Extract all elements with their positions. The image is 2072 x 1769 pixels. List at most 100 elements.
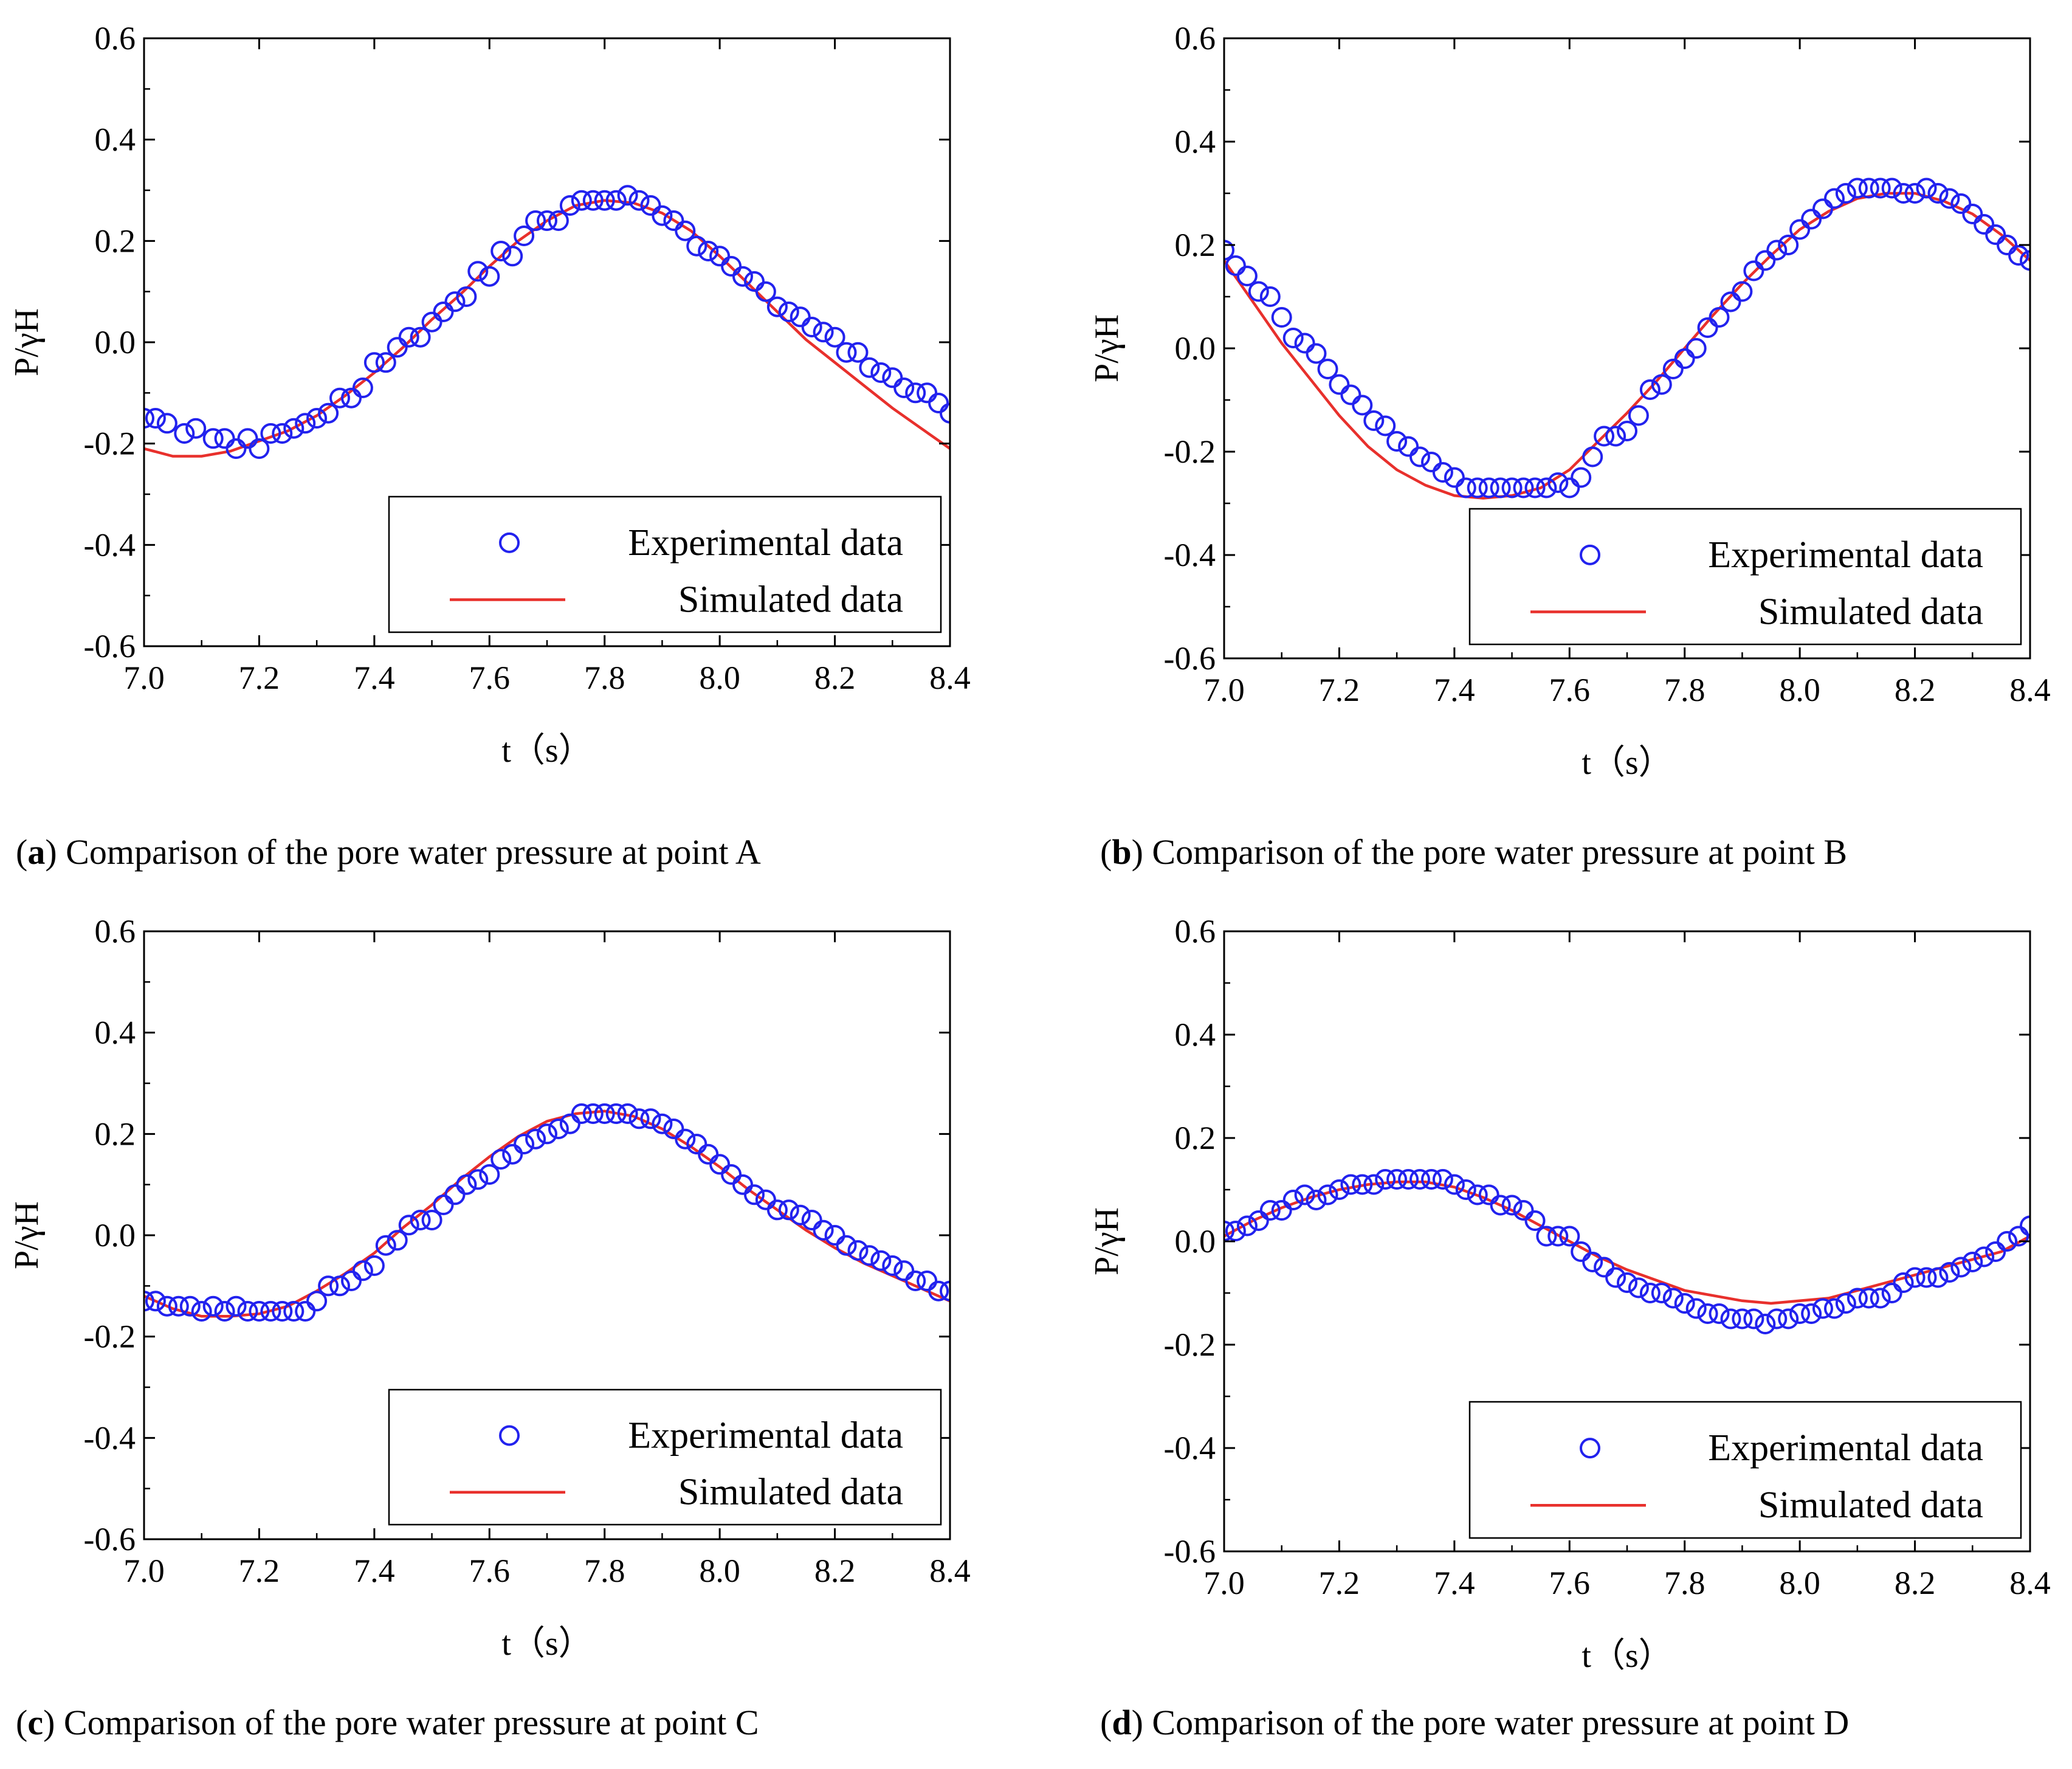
y-axis-title: P/γH <box>1088 314 1126 382</box>
experimental-point <box>2020 1215 2030 1236</box>
experimental-point <box>145 408 166 429</box>
chart-panel-c: 7.0 7.2 7.4 7.6 7.8 8.0 8.2 8.4 -0.6 -0.4 -0.2 0.0 0… <box>8 913 971 1663</box>
legend-marker-experimental <box>499 1425 520 1446</box>
legend-label-experimental: Experimental data <box>628 522 903 564</box>
experimental-point <box>237 428 258 449</box>
y-tick-label: 0.0 <box>95 1217 136 1253</box>
experimental-point <box>594 190 615 211</box>
experimental-point <box>375 352 396 373</box>
legend: Experimental data Simulated data <box>388 1388 942 1526</box>
experimental-point <box>859 1245 880 1266</box>
experimental-point <box>905 1271 926 1291</box>
y-tick-label: 0.0 <box>95 324 136 360</box>
experimental-point <box>1398 1169 1419 1190</box>
experimental-point <box>1847 178 1868 199</box>
experimental-point <box>628 190 650 211</box>
experimental-point <box>525 1128 546 1150</box>
experimental-point <box>1789 219 1811 240</box>
experimental-point <box>1674 1293 1695 1314</box>
experimental-point <box>260 423 281 444</box>
experimental-point <box>249 438 270 459</box>
x-tick-label: 8.2 <box>814 1553 856 1589</box>
experimental-point <box>156 413 177 434</box>
experimental-point <box>433 302 454 322</box>
experimental-point <box>490 241 512 261</box>
experimental-point <box>548 1119 569 1139</box>
experimental-point <box>824 326 845 348</box>
y-tick-label: 0.4 <box>1175 123 1216 160</box>
experimental-point <box>1594 426 1615 447</box>
experimental-point <box>1639 379 1661 400</box>
caption-tag: a <box>27 832 46 872</box>
experimental-point <box>1352 1174 1373 1195</box>
experimental-point <box>398 326 419 348</box>
experimental-point <box>272 1301 293 1322</box>
experimental-point <box>1605 426 1626 447</box>
experimental-point <box>1375 415 1396 436</box>
experimental-point <box>1709 307 1730 328</box>
experimental-point <box>1985 224 2006 245</box>
experimental-point <box>1571 467 1592 488</box>
experimental-point <box>940 1280 950 1302</box>
legend-box <box>388 495 942 633</box>
x-tick-label: 7.2 <box>239 660 280 696</box>
y-tick-label: -0.6 <box>84 1521 136 1557</box>
experimental-point <box>1812 198 1833 219</box>
experimental-point <box>778 302 799 322</box>
experimental-point <box>1881 1283 1902 1303</box>
x-tick-label: 7.6 <box>469 1553 511 1589</box>
experimental-point <box>1801 209 1822 230</box>
experimental-point <box>352 1260 373 1281</box>
experimental-point <box>1997 1231 2018 1252</box>
experimental-point <box>1282 328 1304 348</box>
legend-label-simulated: Simulated data <box>678 1472 903 1513</box>
experimental-point <box>1974 1246 1995 1267</box>
x-tick-label: 8.2 <box>1895 672 1936 708</box>
x-axis-title: t（s） <box>1582 1637 1672 1675</box>
x-tick-label: 8.4 <box>2009 672 2051 708</box>
experimental-point <box>1870 1288 1891 1309</box>
experimental-point <box>410 326 431 348</box>
experimental-point <box>870 1250 892 1271</box>
experimental-point <box>214 1301 235 1322</box>
experimental-point <box>1582 446 1603 467</box>
experimental-point <box>1858 178 1879 199</box>
experimental-point <box>801 317 822 337</box>
x-tick-label: 7.6 <box>1549 1565 1591 1601</box>
experimental-point <box>1766 240 1788 261</box>
x-tick-label: 8.2 <box>814 660 856 696</box>
experimental-point <box>628 1108 650 1129</box>
experimental-point <box>1927 1267 1949 1288</box>
experimental-point <box>686 235 707 257</box>
experimental-point <box>882 1255 903 1276</box>
y-axis-title: P/γH <box>1088 1207 1126 1275</box>
experimental-point <box>1835 1293 1856 1314</box>
experimental-point <box>398 1215 419 1236</box>
legend-label-simulated: Simulated data <box>1758 1485 1983 1526</box>
experimental-point <box>514 226 535 246</box>
simulated-line <box>1224 191 2030 500</box>
legend: Experimental data Simulated data <box>1468 508 2022 646</box>
experimental-point <box>444 1184 466 1205</box>
experimental-point <box>709 1154 731 1175</box>
x-tick-label: 7.0 <box>123 1553 165 1589</box>
experimental-point <box>1674 348 1695 369</box>
experimental-point <box>1778 1308 1799 1329</box>
experimental-point <box>2008 245 2029 266</box>
experimental-point <box>1685 338 1707 359</box>
y-tick-label: 0.0 <box>1175 1223 1216 1260</box>
experimental-point <box>1801 1303 1822 1324</box>
y-tick-label: -0.2 <box>84 1319 136 1355</box>
legend-marker-experimental <box>1580 1438 1600 1459</box>
experimental-point <box>341 1271 362 1291</box>
experimental-point <box>202 1295 224 1317</box>
experimental-point <box>652 1113 673 1134</box>
experimental-point <box>1962 204 1983 224</box>
experimental-point <box>1478 1184 1499 1205</box>
x-tick-label: 7.2 <box>1319 1565 1360 1601</box>
experimental-point <box>617 185 638 206</box>
chart-panel-d: 7.0 7.2 7.4 7.6 7.8 8.0 8.2 8.4 -0.6 -0.4 -0.2 0.0 0… <box>1088 913 2051 1675</box>
experimental-point <box>801 1210 822 1230</box>
experimental-point <box>1455 477 1476 498</box>
experimental-point <box>1628 405 1649 426</box>
